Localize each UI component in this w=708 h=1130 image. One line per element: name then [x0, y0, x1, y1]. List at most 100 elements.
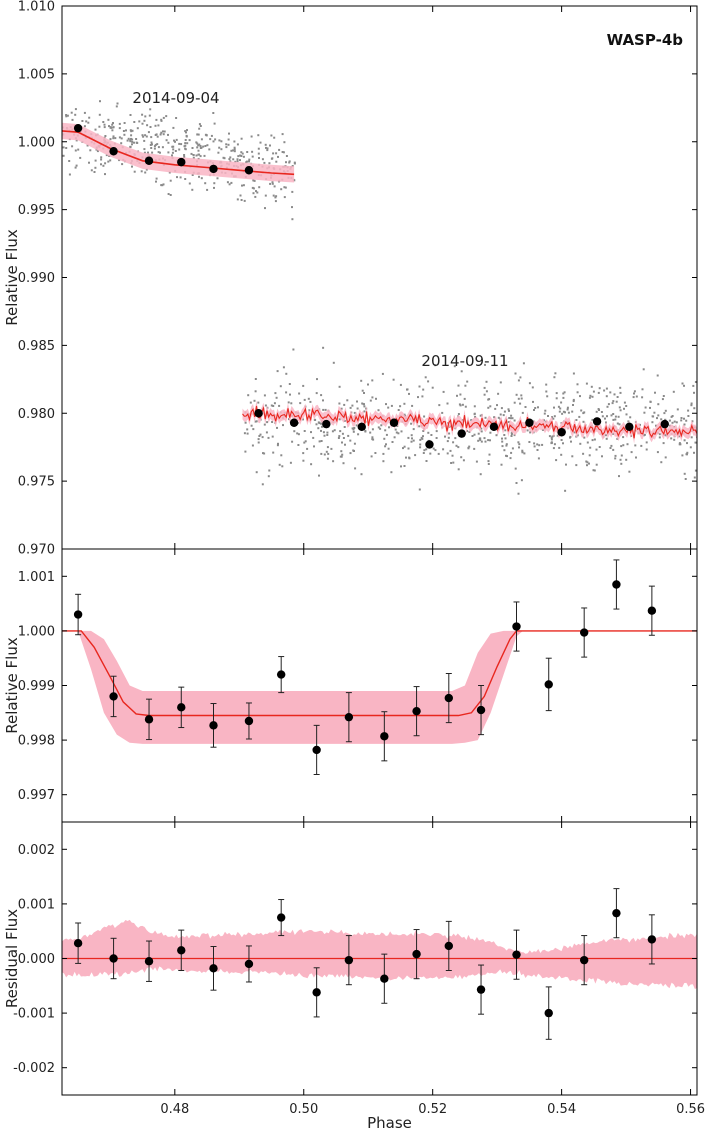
raw-point	[603, 389, 606, 392]
raw-point	[597, 408, 600, 410]
raw-point	[690, 404, 693, 407]
raw-point	[640, 444, 643, 447]
raw-point	[427, 431, 430, 434]
raw-point	[160, 118, 163, 121]
raw-point	[384, 429, 387, 432]
raw-point	[259, 141, 262, 144]
raw-point	[601, 415, 604, 418]
residual-point	[276, 913, 286, 922]
raw-point	[257, 152, 260, 155]
raw-point	[332, 361, 335, 364]
raw-point	[609, 447, 612, 449]
raw-point	[407, 436, 410, 439]
raw-point	[167, 151, 170, 154]
raw-point	[279, 385, 282, 388]
binned-point	[557, 428, 566, 437]
raw-point	[480, 430, 483, 433]
raw-point	[533, 409, 535, 411]
raw-point	[254, 390, 257, 393]
raw-point	[600, 411, 603, 413]
raw-point	[396, 425, 399, 427]
raw-point	[619, 458, 622, 461]
raw-point	[489, 439, 491, 442]
raw-point	[100, 163, 102, 166]
raw-point	[517, 441, 520, 444]
raw-point	[507, 421, 510, 423]
raw-point	[315, 423, 318, 426]
raw-point	[322, 408, 325, 411]
raw-point	[302, 452, 305, 455]
raw-point	[70, 111, 73, 114]
raw-point	[605, 387, 608, 390]
raw-point	[374, 452, 377, 454]
raw-point	[190, 152, 193, 155]
raw-point	[264, 207, 266, 210]
raw-point	[155, 177, 158, 180]
raw-point	[548, 435, 551, 438]
raw-point	[545, 390, 548, 393]
raw-point	[504, 437, 507, 440]
y-tick-label: -0.002	[13, 1061, 55, 1076]
raw-point	[213, 182, 216, 185]
raw-point	[261, 158, 264, 161]
raw-point	[457, 413, 460, 415]
raw-point	[239, 159, 241, 162]
raw-point	[306, 447, 309, 450]
raw-point	[217, 151, 220, 154]
raw-point	[405, 456, 407, 459]
raw-point	[281, 465, 284, 468]
raw-point	[196, 146, 199, 149]
raw-point	[351, 404, 354, 407]
y-tick-label: 0.975	[18, 475, 55, 490]
raw-point	[258, 435, 261, 437]
raw-point	[693, 391, 695, 394]
raw-point	[403, 413, 406, 416]
raw-point	[320, 429, 322, 432]
raw-point	[649, 406, 651, 409]
raw-point	[277, 155, 279, 158]
raw-point	[614, 457, 617, 460]
raw-point	[150, 136, 153, 139]
raw-point	[580, 409, 583, 412]
raw-point	[326, 457, 329, 460]
raw-point	[118, 122, 121, 125]
raw-point	[390, 404, 393, 407]
raw-point	[204, 145, 207, 147]
raw-point	[566, 408, 569, 411]
raw-point	[545, 383, 548, 386]
raw-point	[419, 443, 422, 446]
raw-point	[180, 143, 183, 146]
raw-point	[513, 434, 516, 437]
raw-point	[104, 173, 106, 176]
raw-point	[232, 149, 234, 152]
raw-point	[424, 376, 427, 379]
raw-point	[370, 455, 373, 458]
raw-point	[281, 151, 284, 153]
raw-point	[520, 394, 523, 397]
raw-point	[130, 137, 132, 140]
raw-point	[254, 420, 257, 423]
raw-point	[323, 434, 326, 437]
raw-point	[197, 149, 200, 152]
raw-point	[464, 405, 467, 408]
raw-point	[138, 120, 141, 123]
y-tick-label: 1.001	[18, 570, 55, 585]
raw-point	[510, 431, 513, 434]
raw-point	[406, 388, 408, 391]
raw-point	[562, 396, 565, 399]
raw-point	[263, 161, 266, 164]
raw-point	[448, 432, 451, 435]
raw-point	[563, 391, 566, 394]
raw-point	[655, 424, 657, 427]
raw-point	[610, 414, 613, 417]
residual-point	[109, 954, 118, 963]
raw-point	[293, 179, 296, 182]
raw-point	[236, 198, 239, 201]
raw-point	[240, 155, 243, 157]
residual-point	[312, 988, 321, 997]
raw-point	[402, 447, 404, 450]
raw-point	[100, 156, 103, 159]
raw-point	[410, 434, 413, 437]
raw-point	[142, 135, 145, 138]
raw-point	[212, 112, 215, 114]
